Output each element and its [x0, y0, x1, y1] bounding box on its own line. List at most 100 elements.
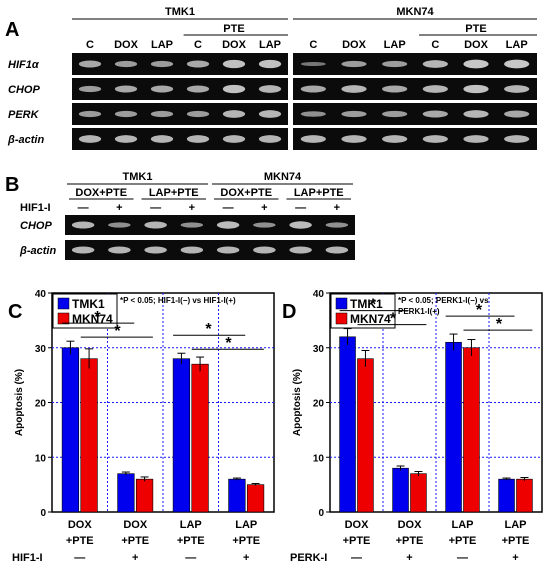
gel-band	[504, 85, 530, 93]
treatment-label: DOX+PTE	[220, 187, 272, 199]
category-label: +PTE	[177, 535, 205, 547]
series-tmk1	[61, 340, 246, 513]
gel-band	[150, 135, 174, 143]
gel-band	[422, 110, 448, 118]
bar	[135, 478, 154, 513]
category-label: DOX	[123, 519, 148, 531]
bar	[498, 478, 515, 513]
gel-band	[382, 85, 408, 93]
gel-background	[72, 78, 288, 100]
y-tick-label: 40	[35, 289, 47, 300]
gene-label: CHOP	[20, 220, 52, 232]
lane-label: LAP	[506, 39, 528, 51]
gel-band	[258, 85, 282, 93]
bar	[191, 363, 209, 513]
panel-c-letter: C	[8, 301, 22, 323]
gel-band	[422, 60, 448, 68]
lane-label: C	[431, 39, 439, 51]
category-label: LAP	[180, 519, 202, 531]
significance-brackets: * * * *	[339, 297, 533, 333]
lane-label: C	[309, 39, 317, 51]
gel-band	[114, 110, 138, 118]
gel-band	[186, 85, 210, 93]
gel-band	[289, 221, 312, 229]
grid	[330, 293, 542, 512]
bar	[339, 336, 356, 513]
gel-strip	[293, 78, 537, 100]
gene-label: β-actin	[19, 245, 56, 257]
gel-background	[293, 78, 537, 100]
panel-b-letter: B	[5, 174, 19, 196]
legend-entry: MKN74	[72, 312, 113, 326]
treatment-label: DOX+PTE	[75, 187, 127, 199]
gel-band	[78, 60, 102, 68]
inhibitor-sign: —	[457, 552, 468, 564]
gel-band	[222, 135, 246, 143]
treatment-label: LAP+PTE	[149, 187, 199, 199]
gel-band	[186, 135, 210, 143]
gel-band	[78, 135, 102, 143]
y-tick-label: 40	[313, 289, 325, 300]
gel-band	[504, 59, 530, 69]
inhibitor-sign: —	[150, 202, 161, 214]
inhibitor-sign: +	[334, 202, 340, 214]
panel-d-letter: D	[282, 301, 296, 323]
y-tick-label: 0	[40, 508, 46, 519]
gel-background	[293, 103, 537, 125]
gel-band	[300, 135, 326, 143]
gel-band	[258, 110, 282, 118]
significance-brackets: * * * *	[62, 309, 264, 352]
cell-line-header: TMK1	[165, 6, 195, 18]
gel-band	[186, 60, 210, 68]
gel-band	[114, 135, 138, 143]
gel-band	[382, 110, 408, 118]
category-label: DOX	[345, 519, 370, 531]
panel-c: C 0 10 20 30 40 Apoptosis (%) DOX +PTE — DOX +PTE +…	[8, 289, 275, 564]
significance-note: *P < 0.05; HIF1-I(−) vs HIF1-I(+)	[120, 296, 236, 305]
gel-band	[258, 59, 282, 69]
bar	[410, 473, 427, 513]
significance-star: *	[390, 311, 397, 328]
gel-background	[293, 53, 537, 75]
gel-band	[341, 85, 367, 93]
lane-label: C	[86, 39, 94, 51]
gel-band	[222, 110, 246, 118]
y-axis-label: Apoptosis (%)	[14, 369, 25, 436]
inhibitor-sign: —	[351, 552, 362, 564]
gel-band	[216, 246, 240, 254]
significance-star: *	[94, 309, 101, 326]
bar	[463, 347, 480, 513]
gel-band	[78, 110, 102, 118]
category-label: LAP	[505, 519, 527, 531]
gel-band	[463, 84, 489, 94]
bar	[61, 347, 80, 513]
gel-band	[382, 135, 408, 143]
gel-band	[325, 222, 349, 228]
gel-strip	[293, 128, 537, 150]
gel-background	[72, 128, 288, 150]
bar	[392, 467, 409, 513]
gene-label: CHOP	[8, 84, 40, 96]
legend-swatch	[57, 312, 70, 325]
gel-strip	[72, 78, 288, 100]
category-label: +PTE	[502, 535, 530, 547]
y-tick-label: 20	[313, 399, 325, 410]
bar	[117, 473, 135, 513]
gel-background	[72, 53, 288, 75]
category-label: +PTE	[121, 535, 149, 547]
gel-band	[71, 221, 95, 229]
gel-band	[108, 246, 131, 254]
inhibitor-sign: +	[243, 552, 249, 564]
gel-strip	[293, 103, 537, 125]
gel-band	[258, 135, 282, 143]
gel-band	[216, 221, 240, 229]
gel-band	[186, 110, 210, 118]
gel-strip	[72, 53, 288, 75]
gel-band	[382, 60, 408, 68]
inhibitor-sign: +	[512, 552, 518, 564]
gel-background	[65, 240, 355, 260]
gel-band	[463, 135, 489, 143]
pte-subheader: PTE	[223, 23, 244, 35]
significance-star: *	[225, 335, 232, 352]
